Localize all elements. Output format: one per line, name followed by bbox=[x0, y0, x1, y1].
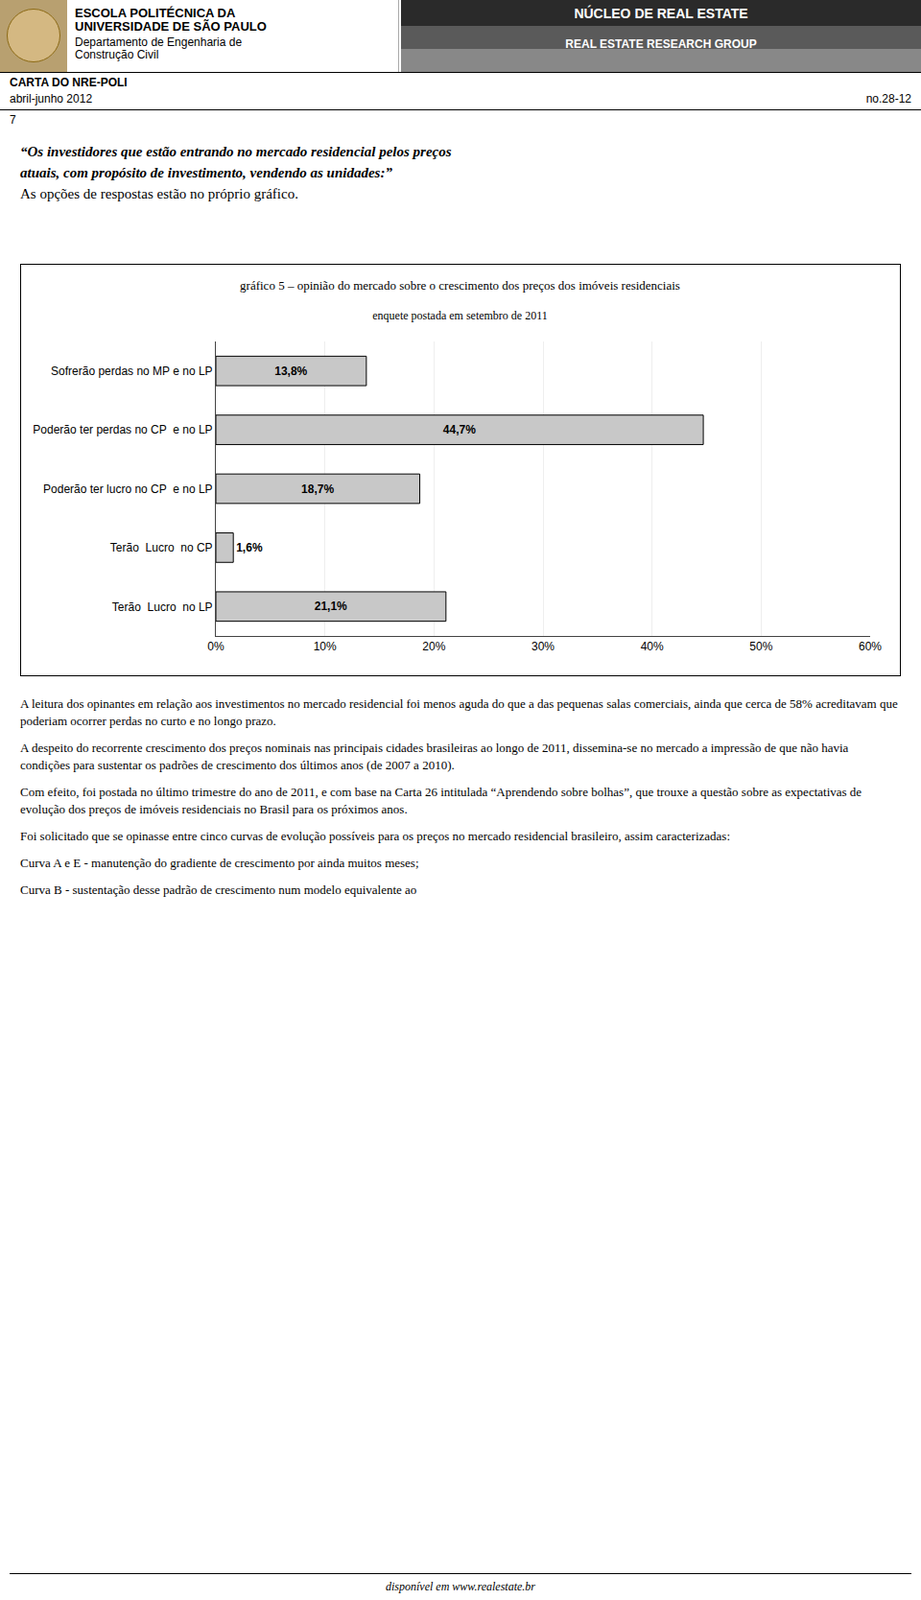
svg-text:21,1%: 21,1% bbox=[314, 599, 348, 614]
svg-text:Sofrerão perdas no MP e no LP: Sofrerão perdas no MP e no LP bbox=[50, 364, 213, 378]
html-text:A despeito do recorrente cresc: A despeito do recorrente crescimento dos… bbox=[20, 740, 849, 773]
svg-text:Terão Lucro no CP: Terão Lucro no CP bbox=[110, 541, 213, 555]
html-text:ESCOLA POLITÉCNICA DA: ESCOLA POLITÉCNICA DA bbox=[74, 5, 236, 21]
svg-text:40%: 40% bbox=[640, 639, 664, 654]
html-text:atuais, com propósito de inves: atuais, com propósito de investimento, v… bbox=[20, 165, 393, 181]
html-text:Foi solicitado que se opinasse: Foi solicitado que se opinasse entre cin… bbox=[20, 828, 731, 844]
svg-text:Poderão ter lucro no CP e no: Poderão ter lucro no CP e no LP bbox=[43, 482, 213, 496]
svg-text:10%: 10% bbox=[313, 639, 337, 654]
svg-text:44,7%: 44,7% bbox=[443, 423, 476, 437]
svg-text:1,6%: 1,6% bbox=[236, 541, 263, 555]
svg-text:30%: 30% bbox=[531, 639, 555, 654]
html-text:UNIVERSIDADE DE SÃO PAULO: UNIVERSIDADE DE SÃO PAULO bbox=[74, 19, 267, 34]
svg-text:20%: 20% bbox=[422, 639, 446, 654]
html-text:Departamento de Engenharia de: Departamento de Engenharia de bbox=[74, 35, 242, 49]
html-text:no.28-12: no.28-12 bbox=[865, 92, 912, 106]
html-text:NÚCLEO DE REAL ESTATE: NÚCLEO DE REAL ESTATE bbox=[574, 5, 748, 22]
html-text:Curva A e E - manutenção do gr: Curva A e E - manutenção do gradiente de… bbox=[20, 855, 419, 871]
svg-text:Terão Lucro no LP: Terão Lucro no LP bbox=[112, 600, 213, 614]
html-text:Curva B - sustentação desse pa: Curva B - sustentação desse padrão de cr… bbox=[20, 882, 417, 898]
svg-text:gráfico 5 – opinião do mercado: gráfico 5 – opinião do mercado sobre o c… bbox=[239, 278, 681, 293]
svg-text:18,7%: 18,7% bbox=[301, 482, 334, 496]
html-text:A leitura dos opinantes em rel: A leitura dos opinantes em relação aos i… bbox=[20, 696, 898, 729]
svg-text:60%: 60% bbox=[858, 639, 882, 654]
svg-text:enquete postada em setembro de: enquete postada em setembro de 2011 bbox=[372, 308, 548, 323]
svg-text:0%: 0% bbox=[207, 639, 225, 654]
svg-text:13,8%: 13,8% bbox=[274, 364, 307, 378]
html-text:Com efeito, foi postada no últ: Com efeito, foi postada no último trimes… bbox=[20, 784, 862, 817]
html-text:CARTA DO NRE-POLI: CARTA DO NRE-POLI bbox=[9, 75, 128, 90]
html-text:7: 7 bbox=[9, 113, 17, 127]
html-text:As opções de respostas estão n: As opções de respostas estão no próprio … bbox=[20, 186, 299, 202]
html-text:Construção Civil: Construção Civil bbox=[74, 47, 159, 62]
html-text:REAL ESTATE RESEARCH GROUP: REAL ESTATE RESEARCH GROUP bbox=[565, 37, 757, 51]
svg-text:50%: 50% bbox=[749, 639, 773, 654]
html-text:“Os investidores que estão ent: “Os investidores que estão entrando no m… bbox=[20, 143, 452, 160]
html-text:abril-junho 2012: abril-junho 2012 bbox=[9, 92, 93, 106]
svg-text:Poderão ter perdas no CP e no: Poderão ter perdas no CP e no LP bbox=[32, 423, 213, 437]
html-text:disponível em www.realestate.b: disponível em www.realestate.br bbox=[385, 1580, 536, 1594]
